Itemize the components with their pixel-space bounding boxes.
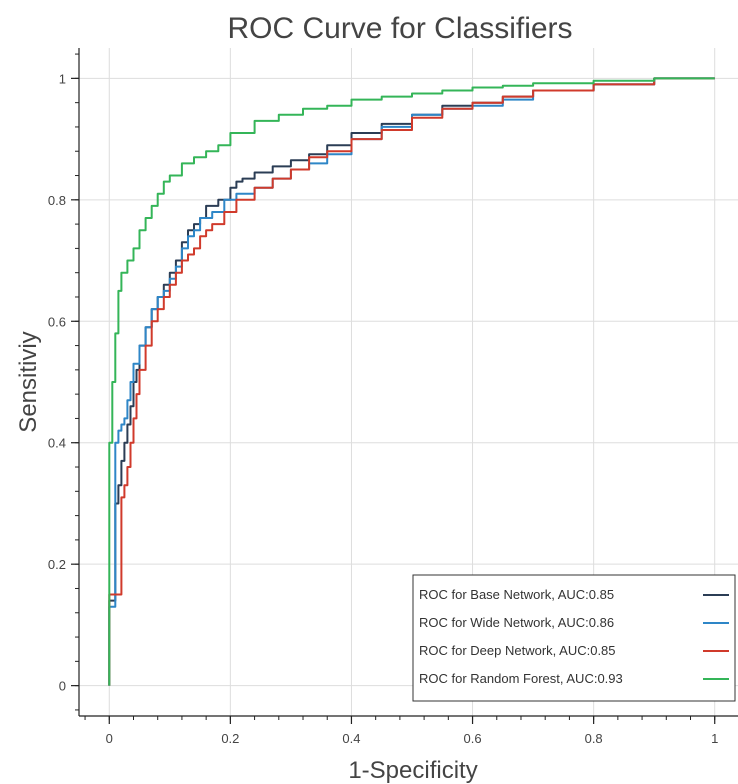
axes: 0 0.2 0.4 0.6 0.8 1 0 0.2 0.4 0.6 0.8 1 bbox=[48, 48, 738, 746]
y-tick-label: 0.8 bbox=[48, 193, 66, 208]
x-tick-label: 1 bbox=[711, 731, 718, 746]
legend-label-1: ROC for Wide Network, AUC:0.86 bbox=[419, 615, 614, 630]
y-tick-label: 1 bbox=[59, 71, 66, 86]
x-tick-label: 0.2 bbox=[221, 731, 239, 746]
x-tick-label: 0 bbox=[106, 731, 113, 746]
x-tick-label: 0.4 bbox=[342, 731, 360, 746]
y-tick-label: 0 bbox=[59, 679, 66, 694]
legend-label-0: ROC for Base Network, AUC:0.85 bbox=[419, 587, 614, 602]
x-tick-label: 0.8 bbox=[585, 731, 603, 746]
x-tick-label: 0.6 bbox=[464, 731, 482, 746]
series-line-1 bbox=[108, 77, 715, 686]
chart-title: ROC Curve for Classifiers bbox=[227, 12, 572, 45]
legend-box bbox=[412, 574, 736, 702]
legend: ROC for Base Network, AUC:0.85 ROC for Wi… bbox=[412, 574, 736, 702]
x-axis-label: 1-Specificity bbox=[348, 757, 477, 784]
series-group bbox=[108, 77, 715, 686]
y-axis-label: Sensitiviy bbox=[15, 331, 42, 432]
legend-label-2: ROC for Deep Network, AUC:0.85 bbox=[419, 643, 616, 658]
series-line-2 bbox=[108, 77, 715, 686]
grid bbox=[79, 48, 738, 716]
y-tick-label: 0.6 bbox=[48, 314, 66, 329]
series-line-3 bbox=[108, 77, 715, 686]
y-tick-label: 0.4 bbox=[48, 436, 66, 451]
legend-label-3: ROC for Random Forest, AUC:0.93 bbox=[419, 671, 623, 686]
y-tick-label: 0.2 bbox=[48, 557, 66, 572]
